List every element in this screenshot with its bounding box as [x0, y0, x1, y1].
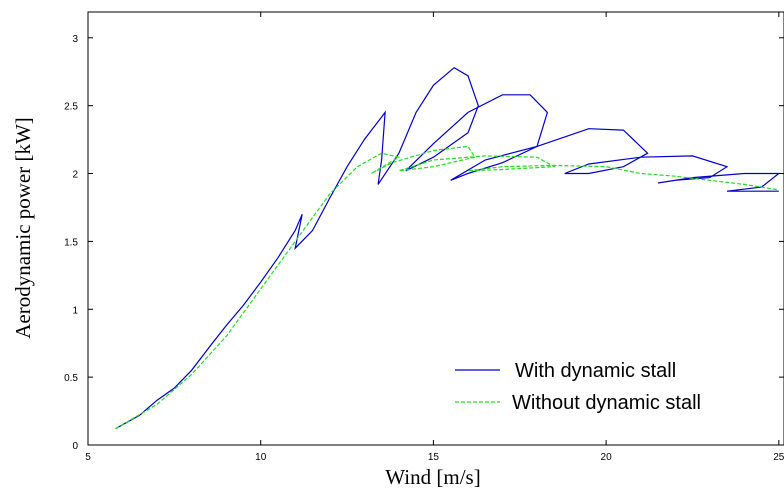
y-tick-label: 3 — [72, 34, 78, 45]
legend-label: Without dynamic stall — [512, 392, 701, 414]
x-tick-label: 25 — [773, 452, 784, 463]
y-tick-label: 1 — [72, 305, 78, 316]
y-tick-label: 0 — [72, 441, 78, 452]
y-tick-label: 0.5 — [64, 373, 78, 384]
y-tick-label: 2.5 — [64, 102, 78, 113]
x-tick-label: 5 — [85, 452, 91, 463]
x-tick-label: 10 — [255, 452, 267, 463]
legend-label: With dynamic stall — [515, 360, 676, 382]
x-tick-label: 20 — [601, 452, 613, 463]
series-line — [115, 66, 781, 430]
y-tick-label: 2 — [72, 170, 78, 181]
y-tick-label: 1.5 — [64, 237, 78, 248]
x-tick-label: 15 — [428, 452, 440, 463]
series-line — [115, 145, 779, 430]
plot-frame — [87, 11, 784, 446]
y-axis-label: Aerodynamic power [kW] — [11, 117, 35, 339]
x-axis-label: Wind [m/s] — [385, 465, 480, 489]
